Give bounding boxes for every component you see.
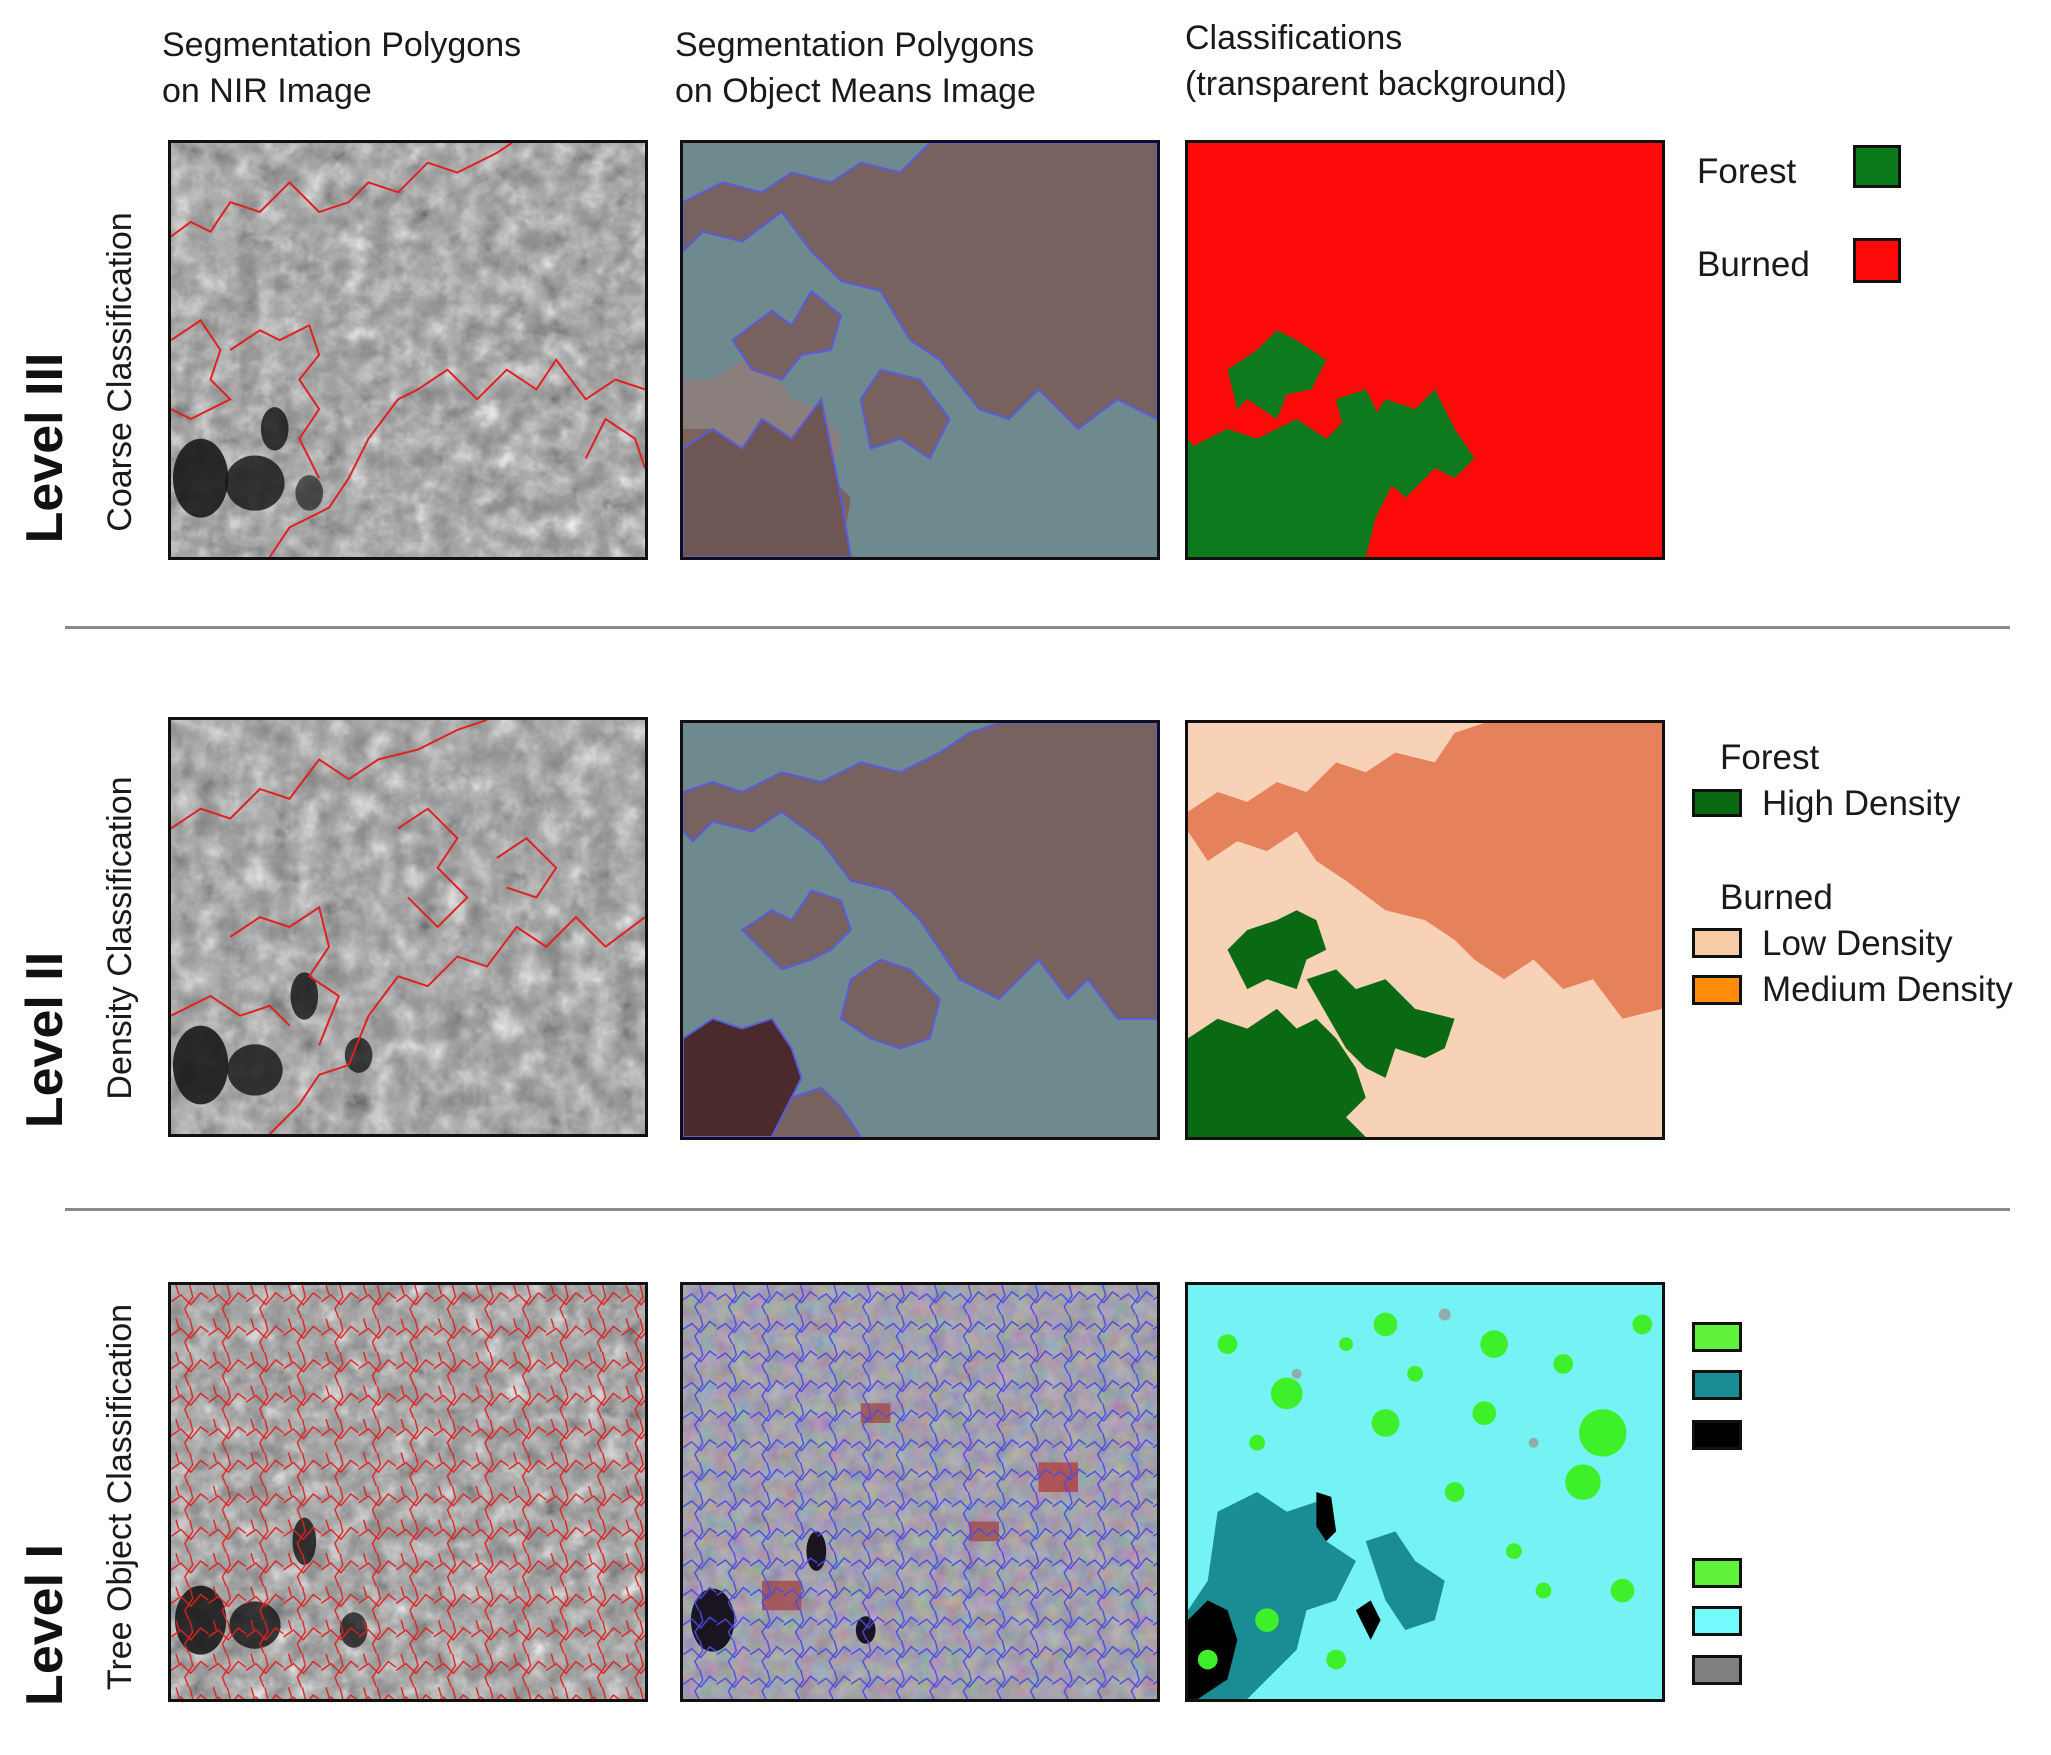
classification-image-level-2: [1185, 720, 1665, 1140]
column-header-line1: Segmentation Polygons: [162, 26, 522, 64]
legend-label-medium-density: Medium Density: [1762, 970, 2013, 1009]
row-divider: [65, 626, 2010, 629]
legend-swatch-burned: [1853, 238, 1901, 283]
object-means-image-level-2: [680, 720, 1160, 1140]
legend-heading-forest: Forest: [1720, 738, 1820, 777]
column-header-line1: Segmentation Polygons: [675, 26, 1035, 64]
legend-label-high-density: High Density: [1762, 784, 1961, 823]
column-header-line1: Classifications: [1185, 19, 1403, 57]
column-header-classifications: Classifications (transparent background): [1185, 15, 1567, 107]
row-subtitle-tree-object: Tree Object Classification: [101, 1303, 139, 1691]
legend-heading-burned: Burned: [1720, 878, 1833, 917]
object-means-image-level-3: [680, 140, 1160, 560]
row-label-level-2: Level II: [16, 951, 74, 1129]
legend-swatch-medium-density: [1692, 975, 1742, 1005]
object-means-image-level-1: [680, 1282, 1160, 1702]
legend-swatch-forest: [1853, 145, 1901, 188]
legend-swatch-low-density: [1692, 928, 1742, 958]
column-header-line2: on NIR Image: [162, 72, 372, 110]
legend-swatch-5: [1692, 1606, 1742, 1636]
classification-image-level-1: [1185, 1282, 1665, 1702]
row-divider: [65, 1208, 2010, 1211]
nir-segmentation-image-level-1: [168, 1282, 648, 1702]
column-header-nir: Segmentation Polygons on NIR Image: [162, 22, 521, 114]
legend-label-burned: Burned: [1697, 245, 1810, 284]
legend-swatch-1: [1692, 1322, 1742, 1352]
classification-image-level-3: [1185, 140, 1665, 560]
legend-swatch-4: [1692, 1558, 1742, 1588]
row-label-level-3: Level III: [16, 352, 74, 544]
row-subtitle-coarse: Coarse Classification: [101, 212, 139, 532]
nir-segmentation-image-level-3: [168, 140, 648, 560]
row-label-level-1: Level I: [16, 1544, 74, 1706]
row-subtitle-density: Density Classification: [101, 776, 139, 1100]
legend-label-forest: Forest: [1697, 152, 1797, 191]
column-header-line2: on Object Means Image: [675, 72, 1036, 110]
legend-swatch-2: [1692, 1370, 1742, 1400]
legend-swatch-6: [1692, 1655, 1742, 1685]
legend-swatch-3: [1692, 1420, 1742, 1450]
column-header-object-means: Segmentation Polygons on Object Means Im…: [675, 22, 1036, 114]
legend-swatch-high-density: [1692, 789, 1742, 817]
nir-segmentation-image-level-2: [168, 717, 648, 1137]
column-header-line2: (transparent background): [1185, 65, 1567, 103]
legend-label-low-density: Low Density: [1762, 924, 1953, 963]
